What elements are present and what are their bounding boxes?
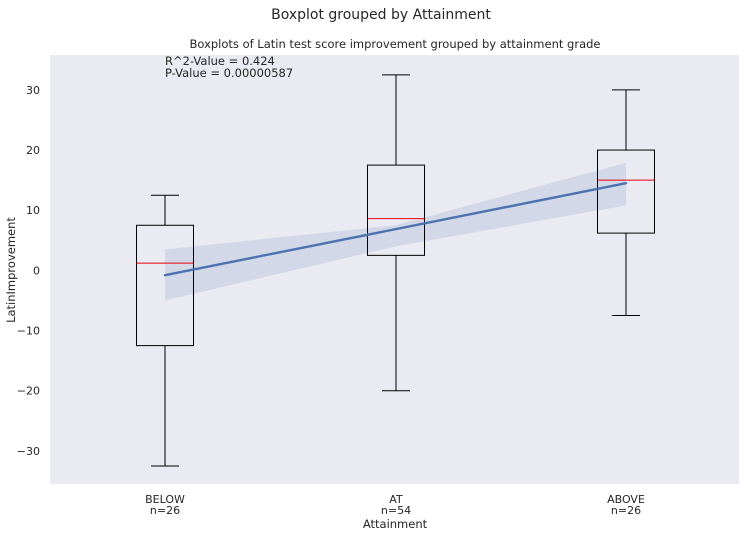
chart-suptitle: Boxplot grouped by Attainment — [271, 7, 491, 23]
box-below — [136, 194, 194, 467]
x-tick-label: BELOW — [145, 493, 185, 506]
y-tick-label: −10 — [17, 325, 40, 338]
regression-confidence-band — [165, 162, 626, 301]
box-above — [597, 89, 655, 317]
y-tick-label: 10 — [26, 204, 40, 217]
y-axis-label: LatinImprovement — [4, 217, 18, 323]
confidence-band-layer — [165, 162, 626, 301]
x-tick-label: ABOVE — [607, 493, 645, 506]
r-squared-annotation: R^2-Value = 0.424 — [165, 54, 275, 68]
x-tick-count: n=26 — [150, 504, 180, 517]
chart-title: Boxplots of Latin test score improvement… — [190, 37, 601, 51]
box-iqr — [597, 149, 655, 234]
x-tick-count: n=26 — [611, 504, 641, 517]
x-tick-label: AT — [389, 493, 403, 506]
y-tick-label: −20 — [17, 385, 40, 398]
box-iqr — [367, 164, 425, 256]
x-axis-label: Attainment — [363, 517, 428, 531]
y-tick-label: −30 — [17, 445, 40, 458]
y-tick-label: 30 — [26, 84, 40, 97]
x-tick-count: n=54 — [381, 504, 411, 517]
boxplot-layer — [136, 74, 655, 467]
y-tick-label: 0 — [33, 264, 40, 277]
p-value-annotation: P-Value = 0.00000587 — [165, 66, 293, 80]
box-iqr — [136, 224, 194, 347]
regression-line — [163, 181, 628, 277]
plot-area — [50, 55, 739, 484]
regression-layer — [163, 181, 628, 277]
y-tick-label: 20 — [26, 144, 40, 157]
box-at — [367, 74, 425, 392]
